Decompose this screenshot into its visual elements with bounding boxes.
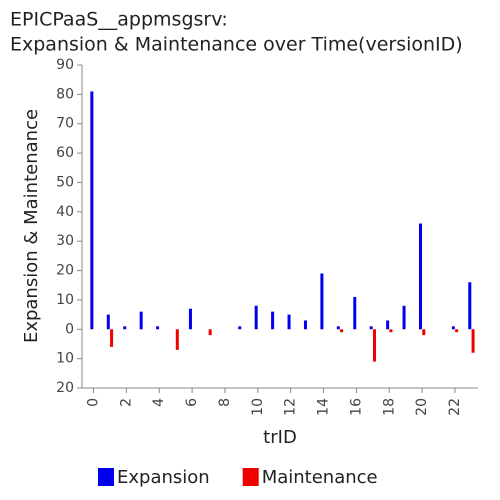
bar	[208, 329, 212, 336]
legend-label: Expansion	[117, 467, 210, 488]
bar	[336, 326, 340, 330]
bar	[340, 329, 344, 333]
bar	[369, 326, 373, 330]
bar	[123, 326, 127, 330]
y-tick-label: 20	[56, 263, 74, 279]
bar	[402, 305, 406, 330]
bar	[139, 311, 143, 330]
y-tick-label: 80	[56, 86, 74, 102]
y-tick-label: 40	[56, 204, 74, 220]
bar	[471, 329, 475, 353]
bar	[422, 329, 426, 336]
y-tick-label: 90	[56, 57, 74, 73]
bar	[90, 91, 94, 330]
x-tick-label: 22	[447, 398, 463, 416]
y-tick-label: 50	[56, 174, 74, 190]
bar	[303, 320, 307, 330]
x-tick-label: 12	[283, 398, 299, 416]
bar	[353, 296, 357, 330]
bar	[418, 223, 422, 330]
x-tick-label: 6	[184, 398, 200, 407]
x-tick-label: 4	[151, 398, 167, 407]
x-tick-label: 20	[414, 398, 430, 416]
x-tick-label: 14	[316, 398, 332, 416]
y-tick-label: 70	[56, 116, 74, 132]
x-tick-label: 8	[217, 398, 233, 407]
legend-label: Maintenance	[262, 467, 378, 488]
legend-swatch	[242, 468, 259, 486]
bar	[468, 282, 472, 330]
bar	[156, 326, 160, 330]
y-tick-label: 10	[56, 351, 74, 367]
bar	[271, 311, 275, 330]
bar	[238, 326, 242, 330]
y-tick-label: 60	[56, 145, 74, 161]
y-tick-label: 0	[65, 321, 74, 337]
bar	[451, 326, 455, 330]
bar	[320, 273, 324, 330]
bar	[106, 314, 110, 330]
bar	[455, 329, 459, 333]
bar	[188, 308, 192, 330]
chart-title: Expansion & Maintenance over Time(versio…	[10, 34, 463, 56]
bar	[110, 329, 114, 347]
bar	[389, 329, 393, 333]
bar	[287, 314, 291, 330]
bar	[175, 329, 179, 350]
x-tick-label: 18	[381, 398, 397, 416]
x-tick-label: 0	[86, 398, 102, 407]
y-axis-label: Expansion & Maintenance	[21, 109, 42, 343]
x-tick-label: 2	[118, 398, 134, 407]
y-tick-label: 30	[56, 233, 74, 249]
bar	[254, 305, 258, 330]
bar	[386, 320, 390, 330]
y-tick-label: 20	[56, 380, 74, 396]
x-axis-label: trID	[263, 427, 297, 448]
chart-title: EPICPaaS__appmsgsrv:	[10, 9, 228, 31]
y-tick-label: 10	[56, 292, 74, 308]
x-tick-label: 10	[250, 398, 266, 416]
legend-swatch	[98, 468, 114, 486]
bar	[372, 329, 376, 362]
x-tick-label: 16	[348, 398, 364, 416]
